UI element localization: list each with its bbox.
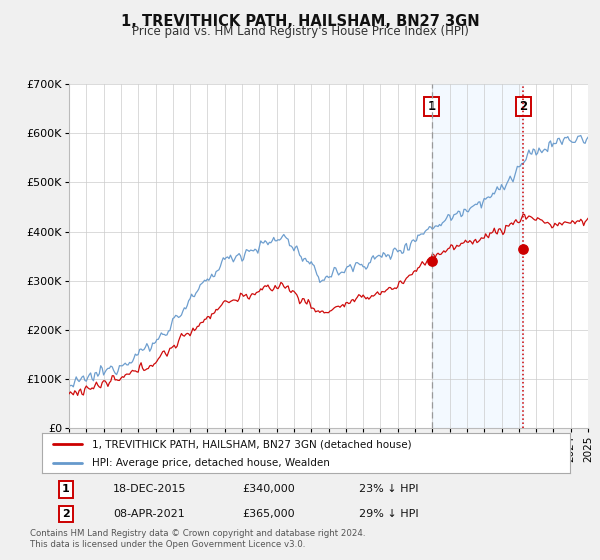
Text: 1: 1 [62,484,70,494]
Text: 29% ↓ HPI: 29% ↓ HPI [359,509,418,519]
Text: £340,000: £340,000 [242,484,295,494]
Text: 1: 1 [428,100,436,113]
Text: 2: 2 [62,509,70,519]
Text: 1, TREVITHICK PATH, HAILSHAM, BN27 3GN (detached house): 1, TREVITHICK PATH, HAILSHAM, BN27 3GN (… [92,439,412,449]
Text: 1, TREVITHICK PATH, HAILSHAM, BN27 3GN: 1, TREVITHICK PATH, HAILSHAM, BN27 3GN [121,14,479,29]
Bar [432,84,523,428]
Point [518,244,528,253]
Text: HPI: Average price, detached house, Wealden: HPI: Average price, detached house, Weal… [92,458,330,468]
Text: 08-APR-2021: 08-APR-2021 [113,509,185,519]
Text: Price paid vs. HM Land Registry's House Price Index (HPI): Price paid vs. HM Land Registry's House … [131,25,469,38]
Text: Contains HM Land Registry data © Crown copyright and database right 2024.: Contains HM Land Registry data © Crown c… [30,529,365,538]
Text: 23% ↓ HPI: 23% ↓ HPI [359,484,418,494]
Point [427,256,437,265]
Text: 2: 2 [520,100,527,113]
Text: This data is licensed under the Open Government Licence v3.0.: This data is licensed under the Open Gov… [30,540,305,549]
Text: £365,000: £365,000 [242,509,295,519]
Text: 18-DEC-2015: 18-DEC-2015 [113,484,187,494]
